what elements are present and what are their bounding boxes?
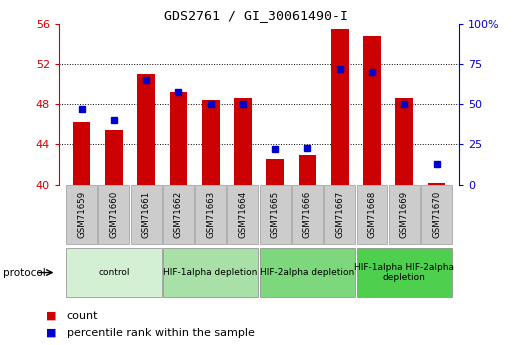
Bar <box>357 248 452 297</box>
Bar <box>227 185 259 244</box>
Text: GSM71670: GSM71670 <box>432 191 441 238</box>
Text: GSM71665: GSM71665 <box>271 191 280 238</box>
Bar <box>98 185 129 244</box>
Bar <box>324 185 355 244</box>
Bar <box>428 183 445 185</box>
Bar <box>163 185 194 244</box>
Text: ■: ■ <box>46 328 56 338</box>
Bar <box>66 248 162 297</box>
Text: control: control <box>98 268 130 277</box>
Bar <box>266 158 284 185</box>
Bar <box>260 248 355 297</box>
Text: HIF-1alpha HIF-2alpha
depletion: HIF-1alpha HIF-2alpha depletion <box>354 263 455 282</box>
Text: HIF-1alpha depletion: HIF-1alpha depletion <box>164 268 258 277</box>
Bar <box>299 156 317 185</box>
Text: GSM71669: GSM71669 <box>400 191 409 238</box>
Text: GDS2761 / GI_30061490-I: GDS2761 / GI_30061490-I <box>165 9 348 22</box>
Bar <box>260 185 291 244</box>
Bar <box>292 185 323 244</box>
Text: count: count <box>67 311 98 321</box>
Text: GSM71659: GSM71659 <box>77 191 86 238</box>
Bar <box>389 185 420 244</box>
Text: GSM71667: GSM71667 <box>335 191 344 238</box>
Bar <box>131 185 162 244</box>
Text: percentile rank within the sample: percentile rank within the sample <box>67 328 254 338</box>
Text: ■: ■ <box>46 311 56 321</box>
Bar <box>202 100 220 185</box>
Text: protocol: protocol <box>3 268 45 277</box>
Bar <box>73 122 90 185</box>
Bar <box>137 74 155 185</box>
Bar <box>195 185 226 244</box>
Bar <box>396 98 413 185</box>
Text: GSM71660: GSM71660 <box>109 191 119 238</box>
Bar <box>331 29 349 185</box>
Text: GSM71666: GSM71666 <box>303 191 312 238</box>
Text: GSM71662: GSM71662 <box>174 191 183 238</box>
Bar <box>66 185 97 244</box>
Bar <box>163 248 259 297</box>
Bar <box>357 185 387 244</box>
Text: GSM71661: GSM71661 <box>142 191 151 238</box>
Bar <box>421 185 452 244</box>
Bar <box>363 36 381 185</box>
Bar <box>234 98 252 185</box>
Text: GSM71664: GSM71664 <box>239 191 247 238</box>
Bar <box>105 130 123 185</box>
Text: GSM71663: GSM71663 <box>206 191 215 238</box>
Bar <box>169 92 187 185</box>
Text: GSM71668: GSM71668 <box>367 191 377 238</box>
Text: HIF-2alpha depletion: HIF-2alpha depletion <box>260 268 354 277</box>
